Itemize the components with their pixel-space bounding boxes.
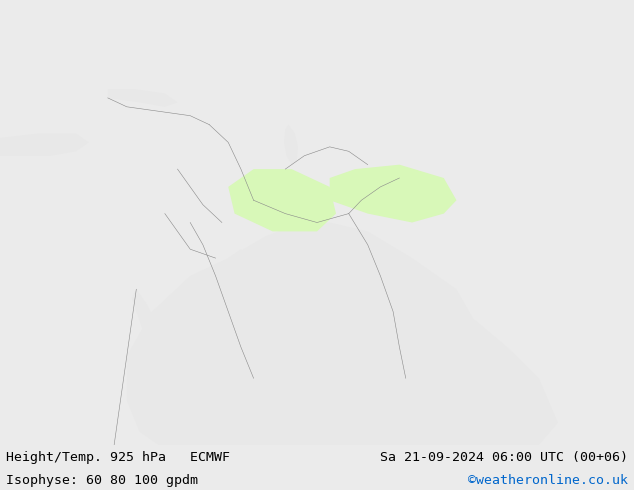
Text: ©weatheronline.co.uk: ©weatheronline.co.uk bbox=[468, 474, 628, 487]
Text: Sa 21-09-2024 06:00 UTC (00+06): Sa 21-09-2024 06:00 UTC (00+06) bbox=[380, 451, 628, 464]
Text: Isophyse: 60 80 100 gpdm: Isophyse: 60 80 100 gpdm bbox=[6, 474, 198, 487]
Text: Height/Temp. 925 hPa   ECMWF: Height/Temp. 925 hPa ECMWF bbox=[6, 451, 230, 464]
